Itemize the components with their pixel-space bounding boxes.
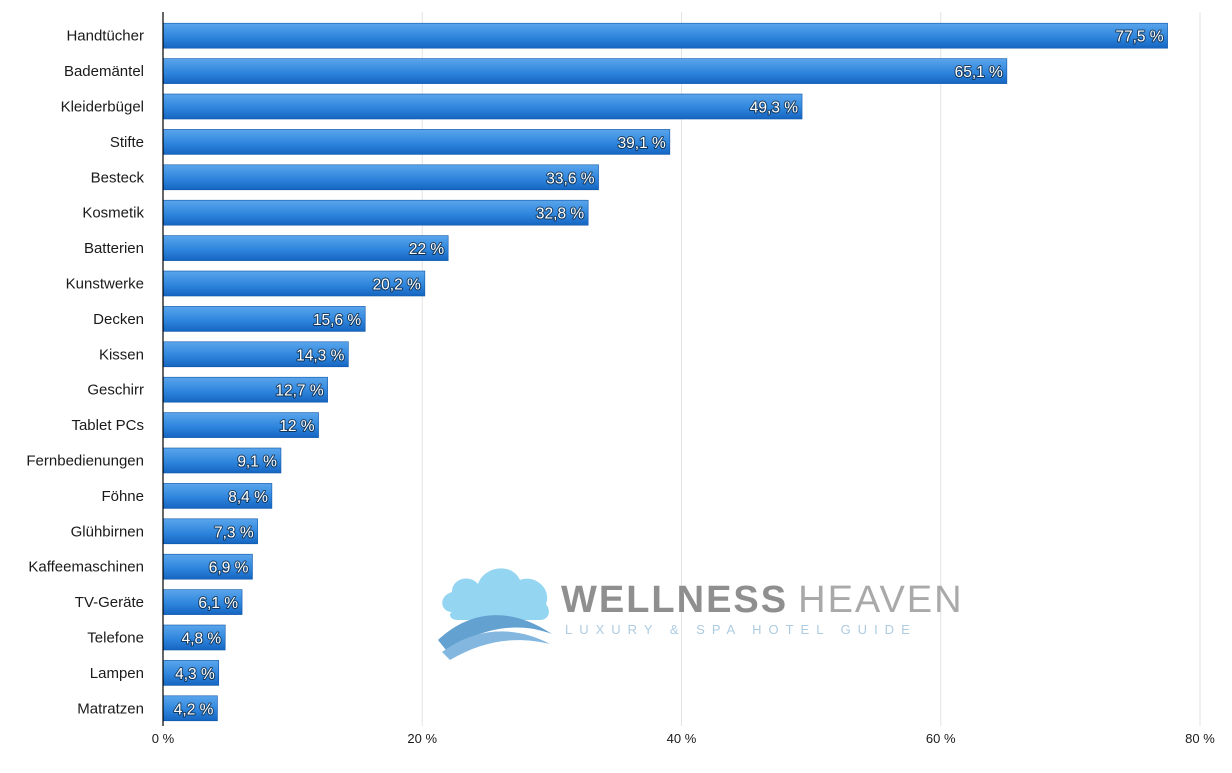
gridlines [421,12,1201,726]
bar [162,447,282,474]
category-label: Tablet PCs [71,417,144,434]
bar [162,58,1008,84]
value-label: 65,1 % [955,64,1003,81]
category-label: Geschirr [87,382,144,399]
bar [162,199,589,226]
category-label: Kaffeemaschinen [28,559,144,576]
x-tick-label: 80 % [1185,731,1215,746]
category-label: Bademäntel [64,63,144,80]
bar [162,270,426,297]
category-label: Glühbirnen [71,523,144,540]
value-label: 22 % [409,241,445,258]
bar [162,412,319,438]
value-label: 12 % [279,418,315,435]
value-labels: 77,5 % 65,1 % 49,3 % 39,1 % 33,6 % 32,8 % 22 %… [173,28,1165,720]
cloud-wave-icon [438,568,552,660]
category-label: Föhne [101,488,144,505]
bar [162,553,253,580]
category-label: Besteck [91,169,145,186]
watermark-tagline: LUXURY & SPA HOTEL GUIDE [565,622,917,637]
category-label: Kissen [99,346,144,363]
x-tick-label: 40 % [667,731,697,746]
value-label: 4,2 % [174,701,214,718]
category-label: Telefone [87,630,144,647]
category-label: Kleiderbügel [61,99,144,116]
bar [162,695,218,722]
bar [162,589,243,615]
bar [162,93,803,120]
value-label: 4,8 % [182,631,222,648]
value-label: 9,1 % [237,454,277,471]
value-label: 39,1 % [618,135,666,152]
bar [162,164,599,191]
value-label: 6,9 % [209,560,249,577]
category-labels: Handtücher Bademäntel Kleiderbügel Stifte Be… [26,28,144,718]
bar [162,22,1168,49]
value-label: 7,3 % [214,524,254,541]
x-tick-labels: 0 % 20 % 40 % 60 % 80 % [152,731,1215,746]
value-label: 14,3 % [296,347,344,364]
category-label: Fernbedienungen [26,453,144,470]
category-label: Handtücher [66,28,144,45]
category-label: Kunstwerke [66,276,144,293]
value-label: 8,4 % [228,489,268,506]
bar [162,129,671,155]
value-label: 20,2 % [373,277,421,294]
bar [162,341,349,368]
category-label: Stifte [110,134,144,151]
bar [162,483,273,509]
watermark-logo: WELLNESS HEAVEN LUXURY & SPA HOTEL GUIDE [438,568,964,660]
value-label: 4,3 % [175,666,215,683]
category-label: Lampen [90,665,144,682]
bar [162,518,258,545]
value-label: 33,6 % [546,170,594,187]
value-label: 15,6 % [313,312,361,329]
watermark-name: WELLNESS HEAVEN [561,579,964,621]
category-label: Kosmetik [82,205,144,222]
category-label: Decken [93,311,144,328]
x-tick-label: 60 % [926,731,956,746]
value-label: 12,7 % [275,383,323,400]
bars [162,22,1168,722]
value-label: 77,5 % [1115,29,1163,46]
category-label: Batterien [84,240,144,257]
bar [162,660,220,686]
value-label: 49,3 % [750,100,798,117]
x-tick-label: 20 % [407,731,437,746]
category-label: Matratzen [77,700,144,717]
bar [162,624,226,651]
x-tick-label: 0 % [152,731,175,746]
value-label: 6,1 % [198,595,238,612]
bar [162,306,366,332]
bar [162,235,449,261]
value-label: 32,8 % [536,206,584,223]
category-label: TV-Geräte [75,594,144,611]
